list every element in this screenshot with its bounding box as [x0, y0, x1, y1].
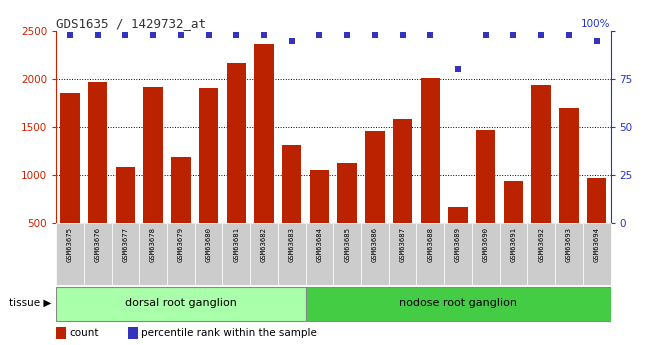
Point [259, 32, 269, 38]
Bar [527, 223, 555, 285]
Point [425, 32, 436, 38]
Bar [531, 85, 551, 223]
Point [65, 32, 75, 38]
Bar [472, 223, 500, 285]
Text: GSM63678: GSM63678 [150, 227, 156, 263]
Point [286, 38, 297, 43]
Bar [282, 145, 302, 223]
Point [480, 32, 491, 38]
Bar [393, 119, 412, 223]
Bar [500, 223, 527, 285]
Text: GSM63690: GSM63690 [482, 227, 489, 263]
Point [453, 67, 463, 72]
Bar [365, 131, 385, 223]
Text: GSM63685: GSM63685 [344, 227, 350, 263]
Bar [306, 286, 610, 321]
Text: GSM63691: GSM63691 [510, 227, 517, 263]
Point [397, 32, 408, 38]
Text: GSM63693: GSM63693 [566, 227, 572, 263]
Bar [448, 207, 468, 223]
Bar [195, 223, 222, 285]
Text: GSM63677: GSM63677 [122, 227, 129, 263]
Text: GSM63675: GSM63675 [67, 227, 73, 263]
Bar [361, 223, 389, 285]
Bar [420, 78, 440, 223]
Point [564, 32, 574, 38]
Bar [139, 223, 167, 285]
Bar [167, 223, 195, 285]
Bar [88, 82, 108, 223]
Point [231, 32, 242, 38]
Point [148, 32, 158, 38]
Bar [444, 223, 472, 285]
Text: GDS1635 / 1429732_at: GDS1635 / 1429732_at [56, 17, 206, 30]
Bar [306, 223, 333, 285]
Bar [128, 327, 138, 339]
Bar [222, 223, 250, 285]
Text: GSM63687: GSM63687 [399, 227, 406, 263]
Text: GSM63688: GSM63688 [427, 227, 434, 263]
Bar [504, 181, 523, 223]
Point [120, 32, 131, 38]
Bar [559, 108, 579, 223]
Bar [583, 223, 610, 285]
Text: tissue ▶: tissue ▶ [9, 298, 51, 308]
Point [342, 32, 352, 38]
Text: percentile rank within the sample: percentile rank within the sample [141, 328, 317, 338]
Bar [278, 223, 306, 285]
Bar [56, 223, 84, 285]
Text: GSM63689: GSM63689 [455, 227, 461, 263]
Text: GSM63680: GSM63680 [205, 227, 212, 263]
Bar [310, 170, 329, 223]
Text: GSM63679: GSM63679 [178, 227, 184, 263]
Bar [226, 63, 246, 223]
Bar [60, 93, 80, 223]
Point [591, 38, 602, 43]
Point [92, 32, 103, 38]
Text: dorsal root ganglion: dorsal root ganglion [125, 298, 237, 308]
Text: count: count [69, 328, 99, 338]
Bar [56, 286, 306, 321]
Point [370, 32, 380, 38]
Bar [389, 223, 416, 285]
Bar [115, 167, 135, 223]
Bar [254, 45, 274, 223]
Text: GSM63676: GSM63676 [94, 227, 101, 263]
Bar [476, 130, 496, 223]
Text: GSM63694: GSM63694 [593, 227, 600, 263]
Text: GSM63686: GSM63686 [372, 227, 378, 263]
Text: GSM63683: GSM63683 [288, 227, 295, 263]
Bar [416, 223, 444, 285]
Text: GSM63681: GSM63681 [233, 227, 240, 263]
Bar [56, 327, 66, 339]
Bar [555, 223, 583, 285]
Point [176, 32, 186, 38]
Point [536, 32, 546, 38]
Bar [112, 223, 139, 285]
Bar [143, 87, 163, 223]
Bar [199, 89, 218, 223]
Text: nodose root ganglion: nodose root ganglion [399, 298, 517, 308]
Bar [171, 157, 191, 223]
Bar [250, 223, 278, 285]
Text: 100%: 100% [581, 19, 610, 29]
Text: GSM63684: GSM63684 [316, 227, 323, 263]
Point [203, 32, 214, 38]
Point [508, 32, 519, 38]
Bar [587, 178, 607, 223]
Text: GSM63692: GSM63692 [538, 227, 544, 263]
Bar [333, 223, 361, 285]
Bar [84, 223, 112, 285]
Bar [337, 163, 357, 223]
Text: GSM63682: GSM63682 [261, 227, 267, 263]
Point [314, 32, 325, 38]
